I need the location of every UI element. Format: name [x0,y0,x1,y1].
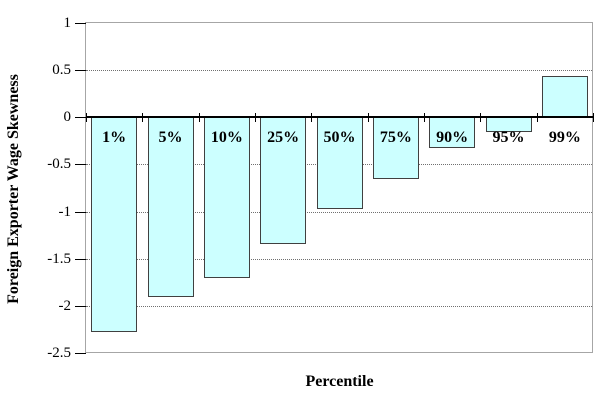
gridline [86,305,592,307]
category-label: 75% [379,129,412,147]
category-tick [593,113,594,123]
y-axis-tick-label: -0.5 [47,156,71,173]
category-label: 5% [158,129,183,147]
category-tick [424,113,425,123]
y-axis-tick-label: 0.5 [52,62,71,79]
bar-10% [203,117,250,278]
y-axis-tick-label: -2 [58,297,72,314]
y-axis-tick-label: 1 [63,15,72,31]
category-label: 90% [436,129,469,147]
category-label: 1% [102,129,127,147]
gridline [86,70,592,72]
zero-line [86,116,593,119]
category-label: 50% [323,129,356,147]
category-label: 99% [548,129,581,147]
category-label: 95% [492,129,525,147]
bar-5% [147,117,194,298]
bar-1% [91,117,138,333]
y-axis-tick-label: 0 [63,109,72,126]
y-axis-tick [75,117,86,119]
category-tick [367,113,369,123]
y-axis-tick [75,258,86,260]
category-tick [142,113,144,123]
y-axis-tick-label: -1.5 [47,250,71,267]
y-axis-tick [75,353,86,354]
y-axis-title: Foreign Exporter Wage Skewness [5,74,22,304]
y-axis-tick-label: -2.5 [47,345,71,361]
category-label: 10% [210,129,243,147]
gridline [86,211,592,213]
y-axis-tick [75,164,86,166]
x-axis-title: Percentile [305,373,374,390]
gridline [86,258,592,260]
bar-75% [372,117,419,179]
category-tick [255,113,256,123]
category-tick [480,113,482,123]
category-tick [536,113,538,123]
bar-25% [260,117,307,244]
category-tick [86,113,87,123]
category-label: 25% [267,129,300,147]
y-axis-tick [75,211,86,213]
y-axis-tick-label: -1 [58,203,72,220]
category-tick [311,113,313,123]
y-axis-tick [75,70,86,72]
category-tick [198,113,200,123]
y-axis-tick [75,23,86,24]
bar-99% [541,75,588,118]
y-axis-tick [75,305,86,307]
